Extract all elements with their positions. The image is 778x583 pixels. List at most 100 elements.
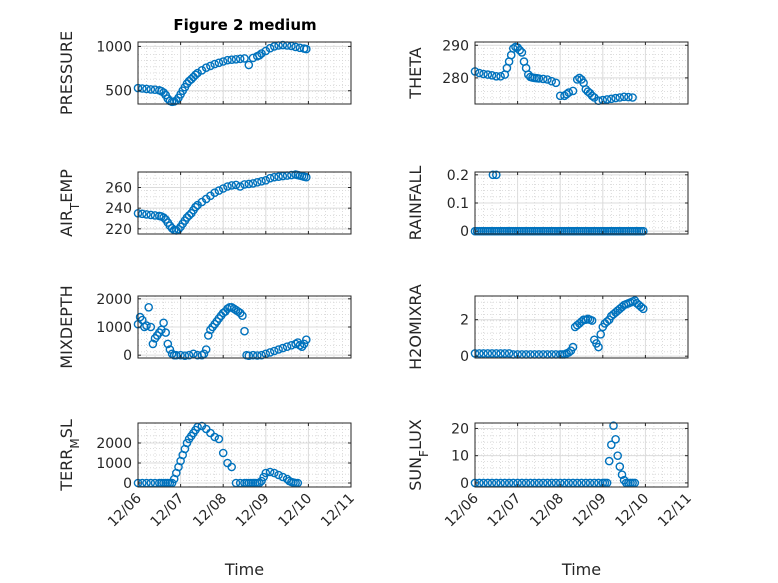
data-point [604,456,614,466]
x-tick-label: 12/10 [275,491,315,531]
y-tick-label: 2000 [96,292,132,308]
data-point [479,69,488,79]
data-point [235,54,245,64]
data-point [611,93,620,103]
data-point [180,351,190,361]
series-markers [133,170,311,235]
data-point [163,339,173,349]
y-tick-label: 1000 [96,320,132,336]
data-point [607,94,616,104]
y-tick-label: 500 [105,84,132,100]
data-point [269,172,279,182]
x-tick-label: 12/07 [485,491,525,531]
y-tick-label: 10 [451,449,469,465]
data-point [171,350,181,360]
data-point [137,84,147,93]
data-point [142,84,151,94]
data-point [269,42,279,51]
y-tick-label: 2 [460,313,469,329]
data-point [210,188,219,197]
series-markers [470,42,637,105]
data-point [639,226,648,236]
data-point [137,209,147,219]
data-point [199,349,209,359]
y-axis-label: SUNFLUX [406,419,431,491]
data-point [483,70,493,79]
axes-box [474,41,689,105]
data-point [587,316,597,325]
data-point [301,172,311,182]
data-point [227,462,236,472]
data-point [491,349,501,358]
x-tick-label: 12/06 [442,490,482,530]
data-point [165,345,175,354]
data-point [218,184,228,193]
data-point [240,326,249,336]
data-point [609,421,618,431]
data-point [265,467,275,477]
y-axis-label: MIXDEPTH [57,285,76,368]
data-point [201,345,211,354]
data-point [159,318,168,328]
x-tick-label: 12/08 [190,491,230,531]
subplot-theta: 280 290 THETA [406,38,689,105]
data-point [613,451,623,461]
data-point [261,468,271,478]
y-tick-label: 260 [105,181,132,197]
data-point [299,339,309,349]
data-point [538,74,548,84]
subplot-air-temp: 220 240 260 AIRTEMP [57,169,352,238]
data-point [301,335,311,345]
figure-title: Figure 2 medium [173,16,316,34]
plot-area [138,423,351,487]
y-axis-label: AIRTEMP [57,169,82,237]
plot-area [475,423,688,487]
data-point [607,440,616,450]
data-point [191,70,200,80]
y-tick-label: 20 [451,421,469,437]
data-point [564,88,574,97]
data-point [174,224,183,234]
data-point [624,92,633,102]
data-point [568,342,578,352]
data-point [265,43,275,53]
data-point [218,448,228,458]
data-point [223,304,232,314]
data-point [144,302,153,312]
data-point [201,63,211,72]
data-point [587,91,597,101]
data-point [517,48,527,57]
y-tick-label: 0.1 [447,196,469,212]
data-point [167,349,177,359]
data-point [483,349,493,358]
data-point [203,331,213,340]
data-point [257,350,266,360]
data-point [487,71,497,80]
data-point [602,317,612,326]
x-tick-label: 12/10 [612,491,652,531]
x-tick-label: 12/11 [318,491,358,531]
series-markers [470,170,648,236]
subplot-mixdepth: 0 1000 2000 MIXDEPTH [57,285,352,369]
data-point [182,79,192,88]
data-point [159,88,168,97]
axes-box [137,41,352,105]
data-point [547,76,557,86]
data-point [564,348,574,357]
data-point [585,88,595,98]
x-axis-label: Time [224,560,264,579]
data-point [191,202,200,212]
y-tick-label: 240 [105,201,132,217]
data-point [244,351,254,361]
y-tick-label: 0.2 [447,168,469,184]
data-point [248,179,258,188]
data-point [265,173,275,183]
data-point [496,72,505,81]
axes-box [474,295,689,359]
data-point [269,468,279,478]
y-tick-label: 220 [105,222,132,238]
data-point [611,434,620,444]
data-point [231,180,241,190]
